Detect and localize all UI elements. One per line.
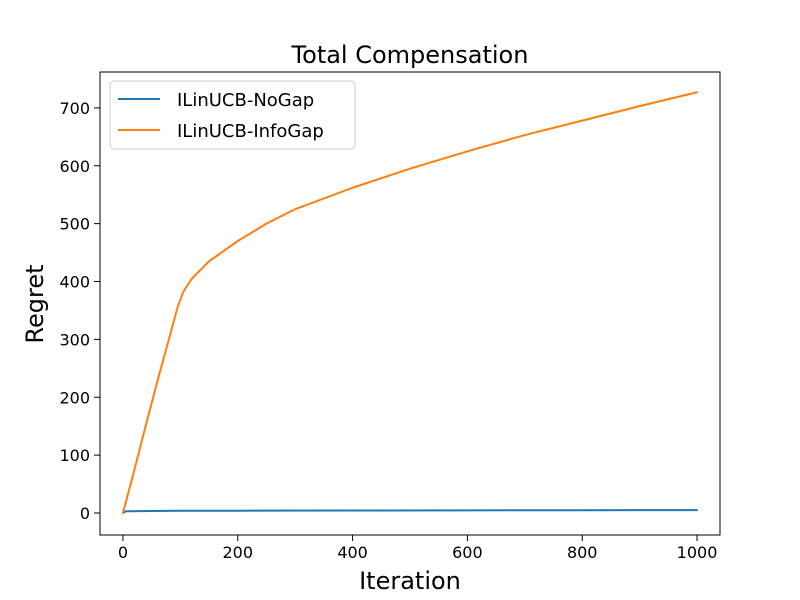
x-tick-label: 400	[337, 543, 368, 562]
x-tick-label: 1000	[677, 543, 718, 562]
x-tick-label: 800	[567, 543, 598, 562]
x-tick-label: 600	[452, 543, 483, 562]
y-tick-label: 100	[59, 446, 90, 465]
series-line-ilinucb-infogap	[121, 91, 699, 515]
series-line-ilinucb-nogap	[121, 509, 699, 515]
y-axis: 0 100 200 300 400 500 600 700	[59, 99, 100, 523]
legend-label-ilinucb-infogap: ILinUCB-InfoGap	[177, 121, 324, 142]
legend: ILinUCB-NoGap ILinUCB-InfoGap	[109, 80, 356, 150]
x-axis: 0 200 400 600 800 1000	[118, 535, 718, 562]
y-axis-title: Regret	[21, 264, 49, 343]
y-tick-label: 700	[59, 99, 90, 118]
y-tick-label: 0	[80, 504, 90, 523]
x-tick-label: 200	[223, 543, 254, 562]
chart-title: Total Compensation	[291, 41, 529, 69]
y-tick-label: 400	[59, 273, 90, 292]
plot-frame	[99, 71, 721, 536]
plot-area	[121, 91, 699, 515]
y-tick-label: 200	[59, 388, 90, 407]
legend-box	[109, 80, 356, 150]
legend-label-ilinucb-nogap: ILinUCB-NoGap	[177, 90, 314, 111]
x-tick-label: 0	[118, 543, 128, 562]
y-tick-label: 500	[59, 215, 90, 234]
x-axis-title: Iteration	[359, 567, 461, 595]
y-tick-label: 600	[59, 157, 90, 176]
y-tick-label: 300	[59, 330, 90, 349]
